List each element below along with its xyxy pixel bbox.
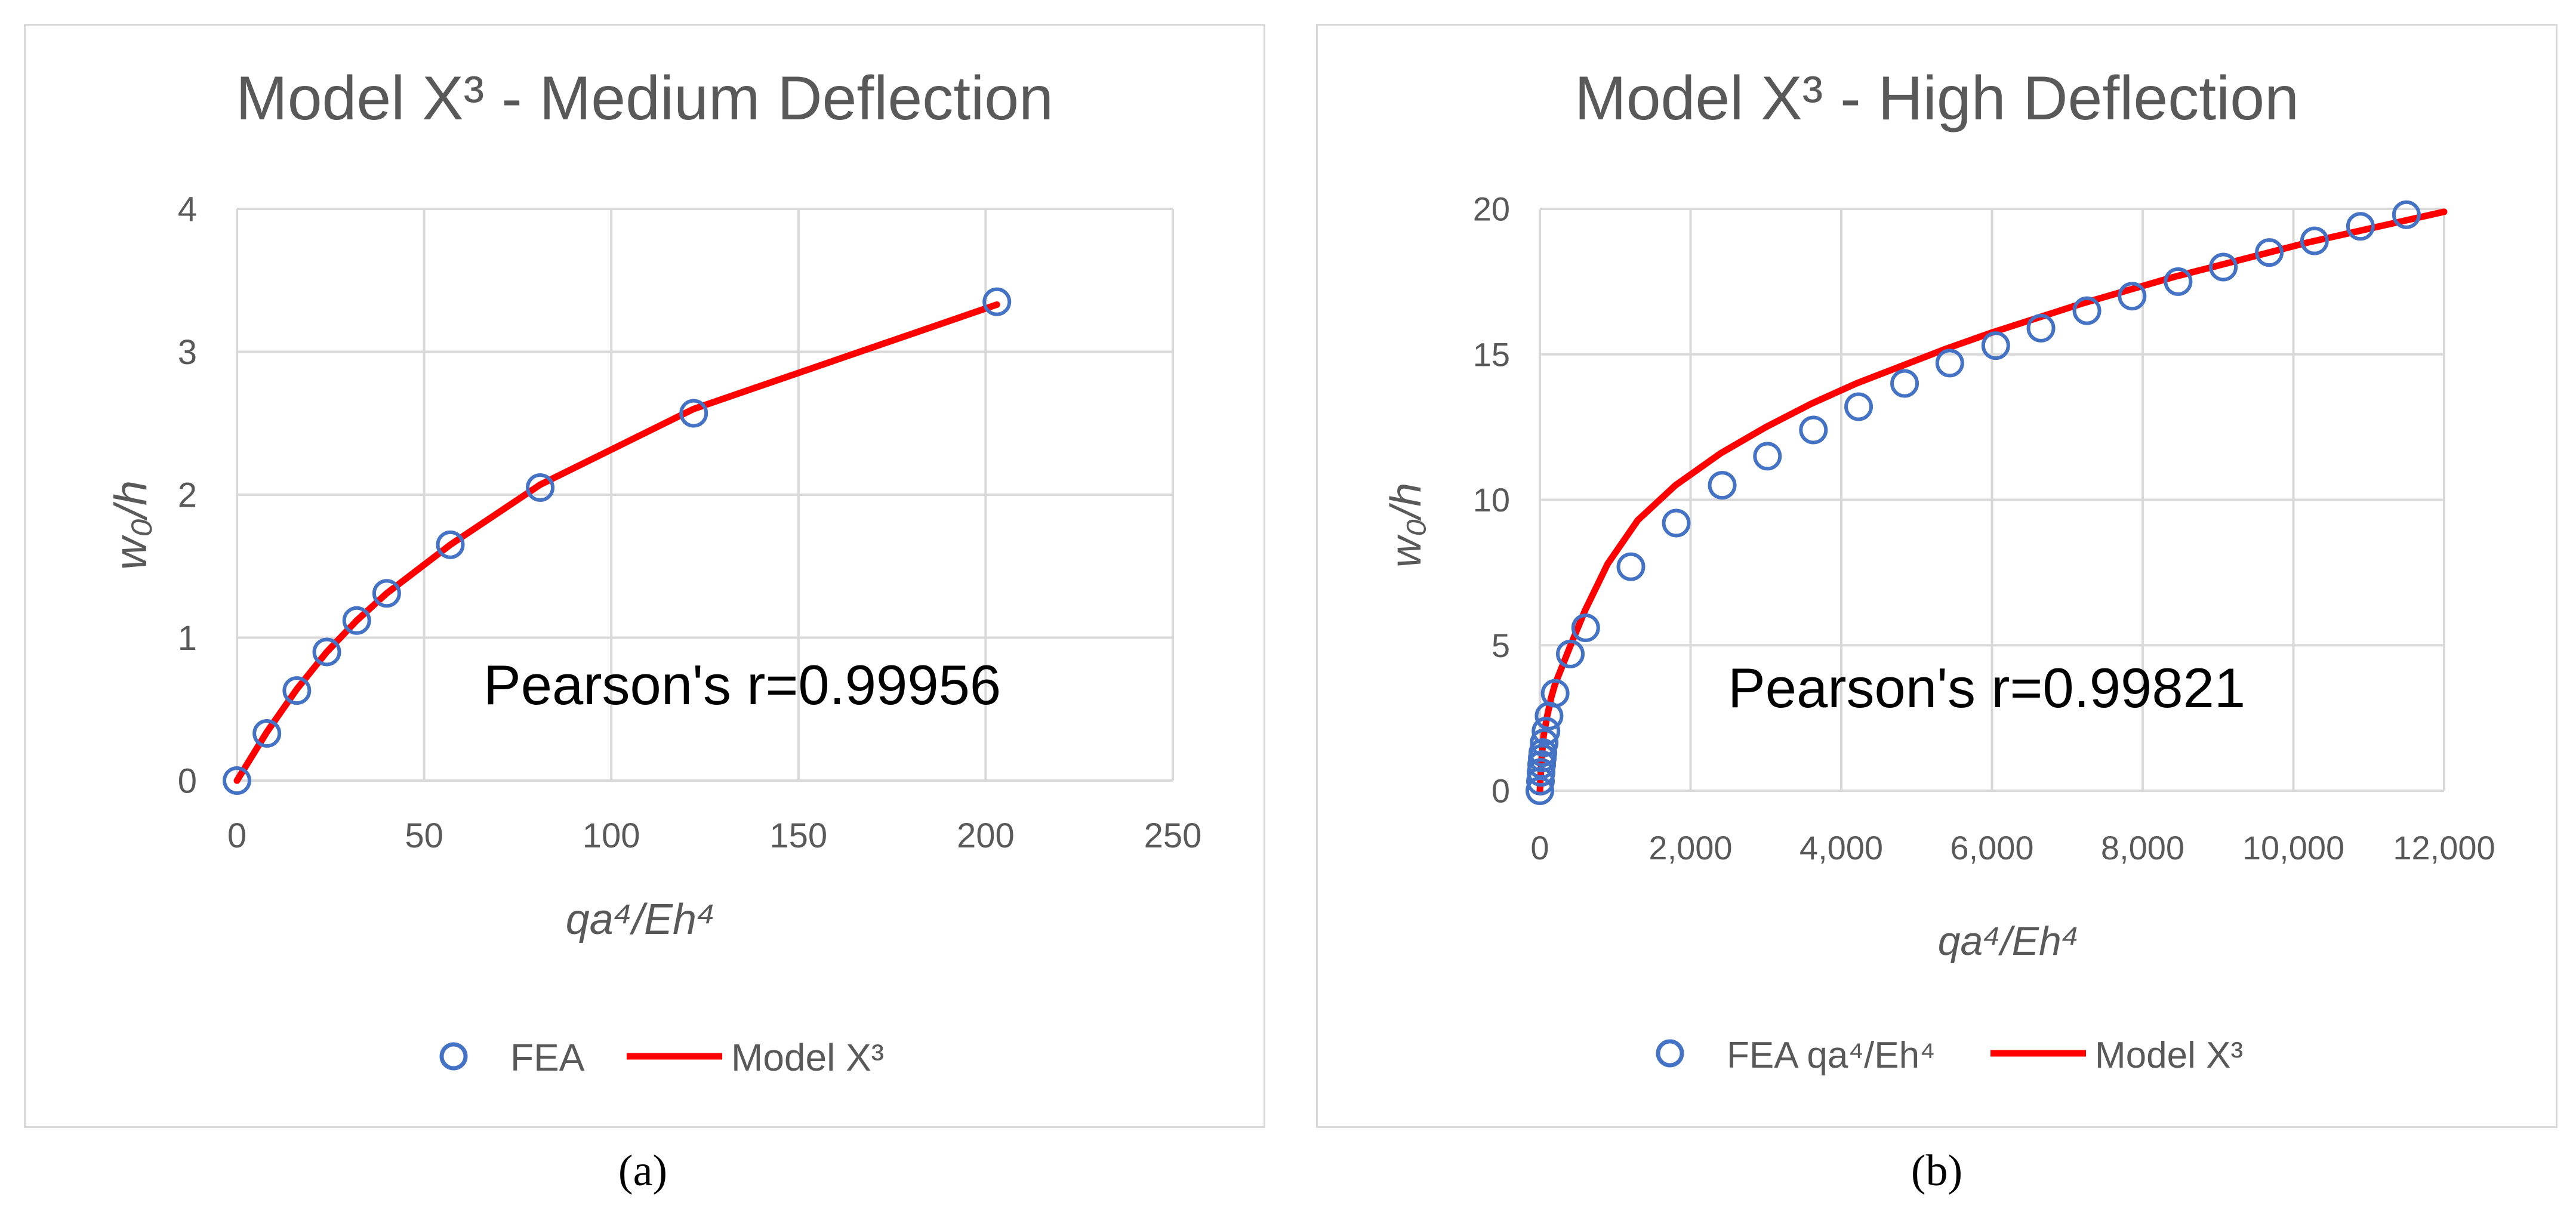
fea-point bbox=[1540, 679, 1570, 708]
x-axis-label: qa⁴/Eh⁴ bbox=[1938, 918, 2079, 964]
chart-medium-deflection: Model X³ - Medium Deflection 0 50 100 150 20… bbox=[24, 24, 1265, 1128]
pearson-annotation: Pearson's r=0.99821 bbox=[1728, 656, 2245, 719]
pearson-annotation: Pearson's r=0.99956 bbox=[483, 653, 1001, 716]
plot-area bbox=[1526, 200, 2448, 805]
plot-area bbox=[223, 287, 1012, 795]
y-tick-labels: 0 1 2 3 4 bbox=[178, 190, 197, 800]
y-tick-label: 4 bbox=[178, 190, 197, 229]
y-axis-label: w₀/h bbox=[1382, 483, 1430, 568]
fea-point bbox=[436, 530, 465, 559]
legend-fea-marker bbox=[439, 1042, 468, 1071]
fea-point bbox=[1526, 766, 1555, 796]
fea-point bbox=[2164, 267, 2193, 296]
x-tick-labels: 0 2,000 4,000 6,000 8,000 10,000 12,000 bbox=[1530, 829, 2495, 867]
x-tick-label: 6,000 bbox=[1950, 829, 2033, 867]
x-tick-label: 0 bbox=[227, 816, 246, 855]
fea-point bbox=[1530, 728, 1559, 757]
x-tick-label: 0 bbox=[1530, 829, 1549, 867]
x-tick-labels: 0 50 100 150 200 250 bbox=[227, 816, 1202, 855]
fea-point bbox=[2346, 212, 2375, 241]
chart-title: Model X³ - Medium Deflection bbox=[236, 64, 1053, 133]
gridlines bbox=[1539, 208, 2445, 792]
y-tick-label: 5 bbox=[1492, 627, 1510, 664]
fea-point bbox=[372, 579, 401, 608]
y-tick-label: 1 bbox=[178, 619, 197, 658]
fea-point bbox=[1662, 508, 1691, 538]
x-tick-label: 4,000 bbox=[1799, 829, 1883, 867]
x-axis-label: qa⁴/Eh⁴ bbox=[566, 896, 716, 944]
fea-point bbox=[1616, 552, 1646, 581]
fea-point bbox=[1799, 415, 1828, 445]
fea-point bbox=[2072, 296, 2102, 325]
fea-point bbox=[2392, 200, 2421, 229]
fea-point bbox=[342, 606, 371, 635]
fea-point bbox=[2026, 313, 2056, 343]
fea-point bbox=[1981, 331, 2010, 360]
x-tick-label: 200 bbox=[957, 816, 1015, 855]
y-axis-label: w₀/h bbox=[106, 480, 156, 570]
y-tick-label: 0 bbox=[1492, 772, 1510, 810]
fea-point bbox=[1556, 639, 1585, 668]
model-line bbox=[233, 301, 1000, 784]
fea-point bbox=[1753, 442, 1782, 471]
fea-point bbox=[2209, 252, 2238, 282]
legend-model-label: Model X³ bbox=[731, 1036, 884, 1079]
fea-point bbox=[679, 399, 708, 428]
fea-point bbox=[1708, 471, 1737, 500]
fea-point bbox=[982, 287, 1012, 316]
fea-point bbox=[2118, 282, 2147, 311]
chart-title: Model X³ - High Deflection bbox=[1574, 64, 2299, 133]
x-tick-label: 150 bbox=[769, 816, 827, 855]
fea-point bbox=[1571, 613, 1600, 642]
caption-b: (b) bbox=[1911, 1146, 1963, 1195]
fea-point bbox=[1890, 369, 1919, 398]
legend: FEA qa⁴/Eh⁴ Model X³ bbox=[1656, 1035, 2243, 1076]
fea-point bbox=[526, 473, 555, 502]
y-tick-label: 2 bbox=[178, 476, 197, 514]
legend-fea-marker bbox=[1656, 1039, 1684, 1068]
legend-fea-label: FEA qa⁴/Eh⁴ bbox=[1727, 1035, 1936, 1076]
y-tick-labels: 0 5 10 15 20 bbox=[1473, 190, 1510, 810]
chart-frame bbox=[24, 24, 1265, 1128]
x-tick-label: 8,000 bbox=[2101, 829, 2184, 867]
caption-a: (a) bbox=[618, 1146, 668, 1195]
fea-point bbox=[1532, 717, 1561, 746]
fea-point bbox=[2255, 238, 2284, 267]
legend-model-label: Model X³ bbox=[2095, 1035, 2243, 1076]
gridlines bbox=[236, 208, 1174, 782]
x-tick-label: 10,000 bbox=[2242, 829, 2344, 867]
x-tick-label: 2,000 bbox=[1648, 829, 1732, 867]
y-tick-label: 3 bbox=[178, 333, 197, 372]
legend: FEA Model X³ bbox=[439, 1036, 884, 1079]
fea-point bbox=[223, 766, 251, 795]
fea-point bbox=[1529, 738, 1558, 767]
y-tick-label: 20 bbox=[1473, 190, 1510, 228]
y-tick-label: 10 bbox=[1473, 481, 1510, 519]
x-tick-label: 12,000 bbox=[2393, 829, 2495, 867]
legend-fea-label: FEA bbox=[510, 1036, 585, 1079]
x-tick-label: 50 bbox=[405, 816, 443, 855]
fea-point bbox=[312, 637, 341, 667]
fea-point bbox=[282, 676, 312, 705]
x-tick-label: 100 bbox=[583, 816, 640, 855]
y-tick-label: 0 bbox=[178, 761, 197, 800]
fea-point bbox=[1844, 392, 1874, 421]
x-tick-label: 250 bbox=[1144, 816, 1202, 855]
fea-point bbox=[252, 719, 282, 748]
fea-point bbox=[1935, 349, 1964, 378]
y-tick-label: 15 bbox=[1473, 335, 1510, 373]
chart-high-deflection: Model X³ - High Deflection 0 2,000 4,000 6,… bbox=[1316, 24, 2557, 1128]
fea-point bbox=[2300, 226, 2329, 255]
